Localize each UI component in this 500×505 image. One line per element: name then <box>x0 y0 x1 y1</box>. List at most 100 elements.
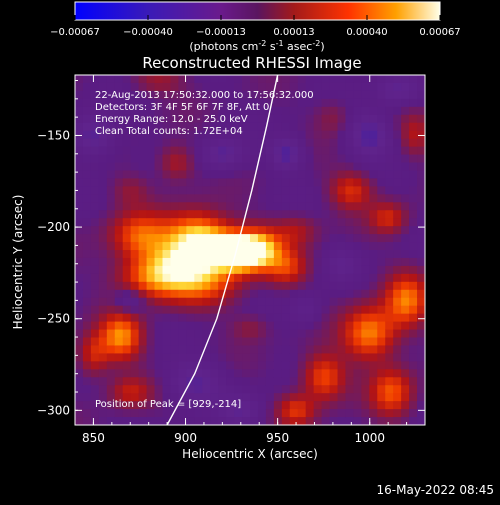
heatmap-cell <box>194 194 203 203</box>
heatmap-cell <box>154 162 163 171</box>
heatmap-cell <box>122 337 132 346</box>
heatmap-cell <box>377 250 386 259</box>
heatmap-cell <box>106 186 116 195</box>
heatmap-cell <box>98 186 108 195</box>
heatmap-cell <box>250 90 259 100</box>
heatmap-cell <box>90 337 100 346</box>
heatmap-cell <box>178 409 187 418</box>
heatmap-cell <box>90 82 100 92</box>
heatmap-cell <box>170 393 179 402</box>
heatmap-cell <box>130 417 140 425</box>
heatmap-cell <box>289 75 299 84</box>
heatmap-cell <box>82 329 92 338</box>
heatmap-cell <box>146 273 156 283</box>
heatmap-cell <box>393 257 402 267</box>
heatmap-cell <box>265 242 275 251</box>
heatmap-cell <box>218 313 227 323</box>
heatmap-cell <box>385 265 394 275</box>
heatmap-cell <box>329 265 338 275</box>
heatmap-cell <box>178 106 187 116</box>
heatmap-cell <box>170 289 179 299</box>
heatmap-cell <box>281 337 291 346</box>
heatmap-cell <box>162 226 171 235</box>
heatmap-cell <box>90 170 100 179</box>
heatmap-cell <box>130 257 140 267</box>
heatmap-cell <box>130 281 140 291</box>
heatmap-cell <box>82 401 92 410</box>
heatmap-cell <box>265 138 275 148</box>
heatmap-cell <box>218 329 227 338</box>
heatmap-cell <box>337 234 346 243</box>
colorbar-tick-label: 0.00067 <box>419 27 460 38</box>
heatmap-cell <box>162 297 171 307</box>
heatmap-cell <box>361 345 370 354</box>
heatmap-cell <box>281 393 291 402</box>
heatmap-cell <box>337 250 346 259</box>
heatmap-cell <box>234 170 243 179</box>
heatmap-cell <box>409 297 418 307</box>
heatmap-cell <box>146 337 156 346</box>
heatmap-cell <box>130 210 140 219</box>
heatmap-cell <box>281 90 291 100</box>
heatmap-cell <box>313 321 323 331</box>
heatmap-cell <box>90 265 100 275</box>
heatmap-cell <box>377 234 386 243</box>
heatmap-cell <box>417 353 425 362</box>
heatmap-cell <box>75 162 84 171</box>
heatmap-cell <box>162 114 171 124</box>
heatmap-cell <box>114 257 124 267</box>
heatmap-cell <box>90 234 100 243</box>
heatmap-cell <box>305 122 315 132</box>
heatmap-cell <box>250 122 259 132</box>
heatmap-cell <box>218 393 227 402</box>
heatmap-cell <box>138 218 148 227</box>
heatmap-cell <box>226 257 235 267</box>
heatmap-cell <box>75 321 84 331</box>
heatmap-cell <box>210 337 219 346</box>
heatmap-cell <box>226 178 235 187</box>
heatmap-cell <box>297 178 307 187</box>
heatmap-cell <box>98 130 108 140</box>
heatmap-cell <box>305 409 315 418</box>
heatmap-cell <box>154 329 163 338</box>
heatmap-cell <box>329 122 338 132</box>
heatmap-cell <box>242 75 251 84</box>
heatmap-cell <box>194 234 203 243</box>
heatmap-cell <box>281 186 291 195</box>
heatmap-cell <box>377 178 386 187</box>
heatmap-cell <box>234 242 243 251</box>
heatmap-cell <box>281 313 291 323</box>
heatmap-cell <box>98 106 108 116</box>
heatmap-cell <box>289 329 299 338</box>
heatmap-cell <box>313 146 323 156</box>
heatmap-cell <box>257 281 267 291</box>
heatmap-cell <box>265 305 275 315</box>
heatmap-cell <box>202 210 211 219</box>
heatmap-cell <box>329 114 338 124</box>
heatmap-cell <box>289 289 299 299</box>
heatmap-cell <box>138 234 148 243</box>
heatmap-cell <box>313 289 323 299</box>
heatmap-cell <box>337 321 346 331</box>
heatmap-cell <box>329 75 338 84</box>
heatmap-cell <box>377 313 386 323</box>
heatmap-cell <box>377 337 386 346</box>
heatmap-cell <box>250 98 259 108</box>
heatmap-cell <box>409 138 418 148</box>
heatmap-cell <box>345 281 354 291</box>
heatmap-cell <box>345 98 354 108</box>
heatmap-cell <box>265 210 275 219</box>
heatmap-cell <box>130 250 140 259</box>
heatmap-cell <box>401 305 410 315</box>
heatmap-cell <box>377 257 386 267</box>
heatmap-cell <box>257 289 267 299</box>
heatmap-cell <box>75 122 84 132</box>
heatmap-cell <box>281 170 291 179</box>
heatmap-cell <box>170 305 179 315</box>
heatmap-cell <box>377 281 386 291</box>
heatmap-cell <box>385 178 394 187</box>
heatmap-cell <box>218 178 227 187</box>
heatmap-cell <box>305 337 315 346</box>
heatmap-cell <box>146 162 156 171</box>
